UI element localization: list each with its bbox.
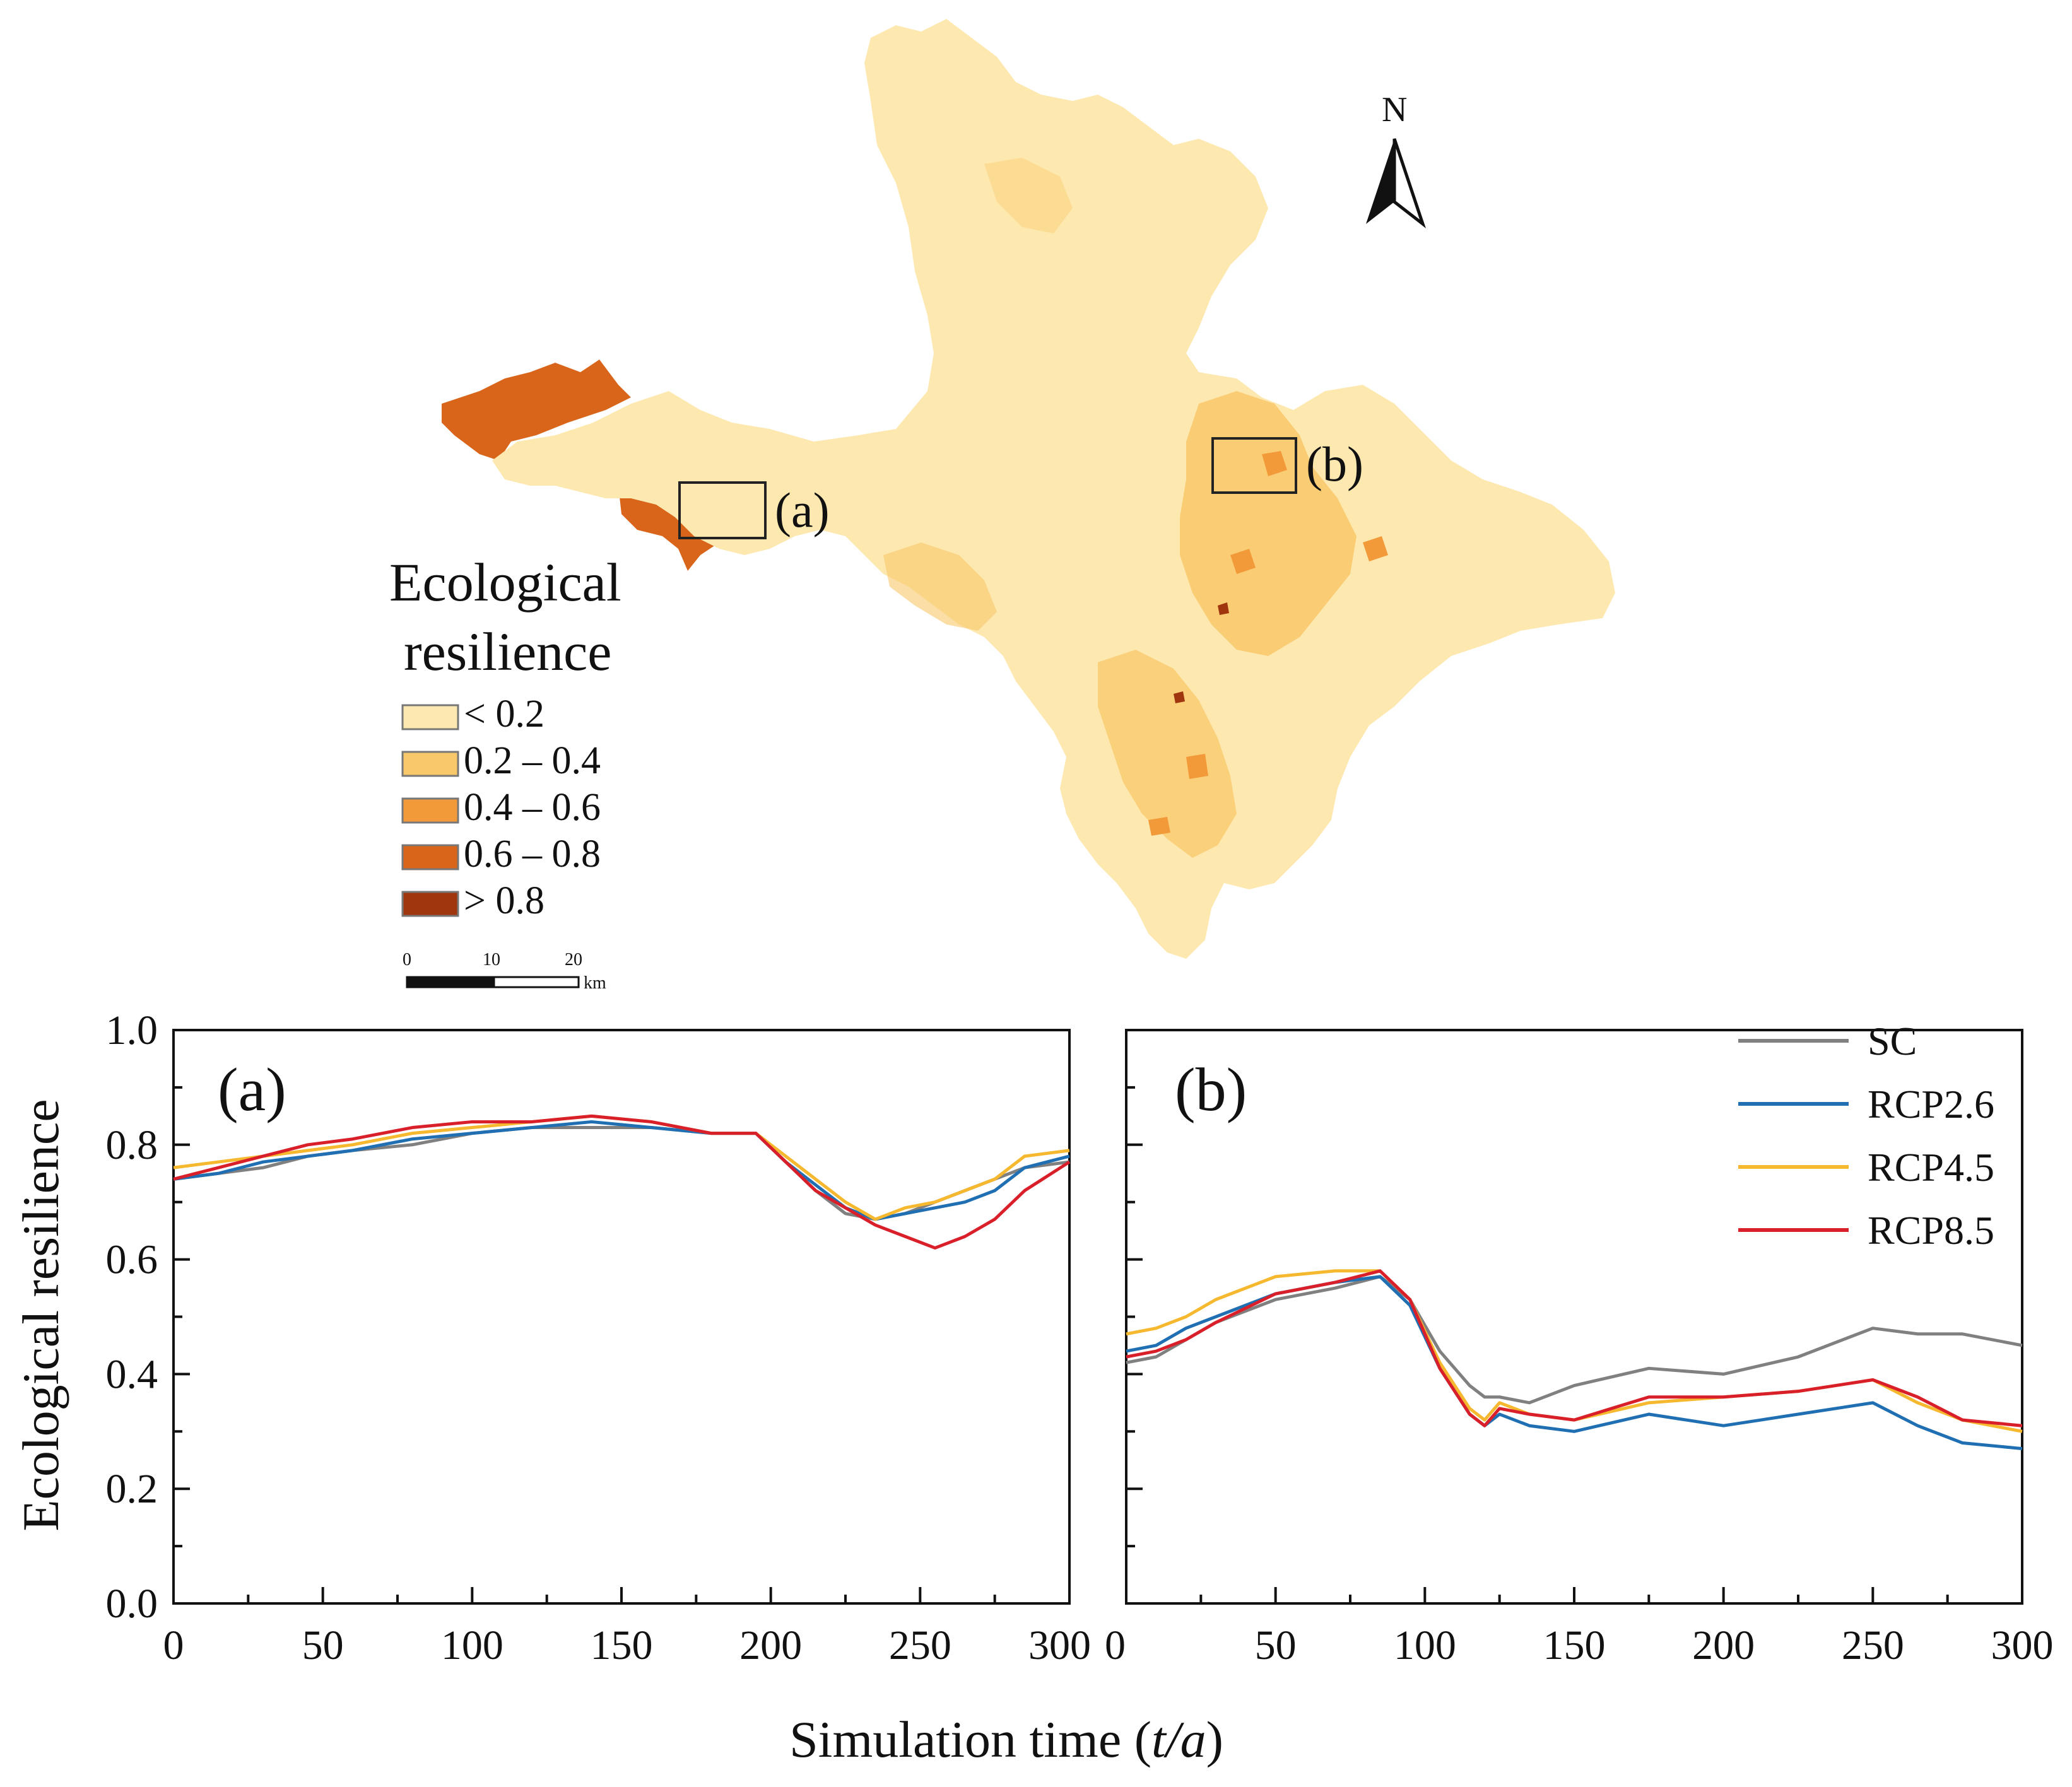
panel-a-tag: (a) xyxy=(218,1056,286,1124)
scale-bar-black-segment xyxy=(406,976,495,988)
map-medium-zone-north xyxy=(984,158,1073,233)
y-tick-label-4: 0.8 xyxy=(106,1122,158,1168)
y-tick-labels: 0.0 0.2 0.4 0.6 0.8 1.0 xyxy=(106,1007,158,1627)
scale-tick-0: 0 xyxy=(403,950,411,970)
legend-swatch-4 xyxy=(401,891,459,917)
map-western-high-zone xyxy=(442,360,631,460)
legend-swatch-2 xyxy=(401,797,459,824)
x-axis-title-prefix: Simulation time ( xyxy=(789,1711,1151,1768)
legend-label-4: > 0.8 xyxy=(464,879,544,922)
y-tick-label-2: 0.4 xyxy=(106,1351,158,1397)
y-axis-title: Ecological resilience xyxy=(12,1099,69,1531)
map-legend: Ecological resilience < 0.20.2 – 0.40.4 … xyxy=(389,552,621,922)
x-tick-label-a-5: 250 xyxy=(889,1622,951,1668)
legend-text-rcp85: RCP8.5 xyxy=(1868,1208,1994,1253)
legend-text-rcp26: RCP2.6 xyxy=(1868,1082,1994,1127)
x-tick-label-a-4: 200 xyxy=(739,1622,802,1668)
map-patch-dark-2 xyxy=(1174,691,1185,703)
x-tick-labels-b: 0 50 100 150 200 250 300 xyxy=(1105,1622,2054,1668)
x-axis-title-variable: t/a xyxy=(1151,1711,1206,1768)
legend-swatch-3 xyxy=(401,844,459,870)
x-tick-label-b-0: 0 xyxy=(1105,1622,1126,1668)
inset-box-a[interactable] xyxy=(678,481,767,539)
legend-text-rcp45: RCP4.5 xyxy=(1868,1145,1994,1190)
series-line-a-sc xyxy=(173,1126,1070,1221)
map-patch-south-2 xyxy=(1148,817,1170,836)
x-tick-label-b-4: 200 xyxy=(1692,1622,1755,1668)
x-tick-label-b-6: 300 xyxy=(1991,1622,2054,1668)
series-line-b-sc xyxy=(1126,1275,2023,1405)
x-tick-label-a-2: 100 xyxy=(441,1622,503,1668)
map-patch-dark-1 xyxy=(1218,602,1229,615)
y-tick-label-3: 0.6 xyxy=(106,1237,158,1283)
scale-bar: 0 10 20 km xyxy=(403,950,606,993)
legend-swatch-0 xyxy=(401,704,459,730)
x-tick-label-a-1: 50 xyxy=(302,1622,344,1668)
legend-label-3: 0.6 – 0.8 xyxy=(464,833,601,876)
legend-label-1: 0.2 – 0.4 xyxy=(464,739,601,782)
inset-label-a: (a) xyxy=(775,483,830,537)
legend-swatch-1 xyxy=(401,751,459,777)
legend-label-0: < 0.2 xyxy=(464,693,544,735)
series-line-b-rcp45 xyxy=(1126,1269,2023,1433)
panel-a-frame xyxy=(172,1029,1071,1605)
series-line-b-rcp85 xyxy=(1126,1269,2023,1427)
legend-classes: < 0.20.2 – 0.40.4 – 0.60.6 – 0.8> 0.8 xyxy=(401,693,601,922)
north-label: N xyxy=(1382,90,1407,129)
inset-label-b: (b) xyxy=(1306,436,1363,491)
y-tick-label-5: 1.0 xyxy=(106,1007,158,1053)
panel-a-lines xyxy=(173,1114,1071,1250)
study-area-map: (a) (b) N Ecological resilience < 0.20.2… xyxy=(389,19,1615,993)
x-tick-label-a-3: 150 xyxy=(591,1622,653,1668)
north-arrow: N xyxy=(1366,90,1426,229)
series-line-a-rcp45 xyxy=(173,1114,1070,1221)
scale-tick-20: 20 xyxy=(565,950,582,970)
x-tick-label-a-0: 0 xyxy=(163,1622,184,1668)
inset-box-b[interactable] xyxy=(1211,437,1297,494)
series-line-a-rcp85 xyxy=(173,1114,1071,1250)
legend-title-line1: Ecological xyxy=(389,552,621,612)
x-tick-label-b-3: 150 xyxy=(1543,1622,1606,1668)
map-patch-east-1 xyxy=(1262,451,1287,476)
map-medium-zone-east xyxy=(1180,391,1357,656)
legend-title-line2: resilience xyxy=(404,621,611,682)
y-tick-label-1: 0.2 xyxy=(106,1466,158,1512)
panel-b-lines xyxy=(1126,1269,2023,1451)
map-patch-south-1 xyxy=(1186,754,1208,779)
x-tick-label-b-5: 250 xyxy=(1842,1622,1904,1668)
legend-text-sc: SC xyxy=(1868,1019,1917,1063)
x-axis-title-suffix: ) xyxy=(1206,1711,1223,1768)
x-tick-labels-a: 0 50 100 150 200 250 300 xyxy=(163,1622,1092,1668)
map-medium-zone-center xyxy=(883,542,997,631)
y-tick-label-0: 0.0 xyxy=(106,1581,158,1627)
map-patch-center xyxy=(1363,536,1388,561)
scale-tick-10: 10 xyxy=(483,950,500,970)
north-arrow-left-half xyxy=(1366,139,1394,224)
map-main-body xyxy=(492,19,1615,959)
series-legend: SC RCP2.6 RCP4.5 RCP8.5 xyxy=(1738,1019,1994,1253)
panel-a-ticks xyxy=(172,1029,1071,1605)
panel-b-tag: (b) xyxy=(1175,1056,1247,1124)
x-tick-label-b-2: 100 xyxy=(1394,1622,1456,1668)
map-patch-east-2 xyxy=(1230,549,1256,574)
panel-b-ticks xyxy=(1125,1029,2023,1605)
scale-bar-white-segment xyxy=(493,976,580,988)
x-axis-title: Simulation time (t/a) xyxy=(789,1711,1223,1768)
scale-unit: km xyxy=(584,973,606,993)
x-tick-label-b-1: 50 xyxy=(1255,1622,1297,1668)
charts: 0.0 0.2 0.4 0.6 0.8 1.0 0 50 100 150 200 250 300 0 5… xyxy=(12,1007,2054,1768)
map-medium-zone-south xyxy=(1098,650,1237,858)
north-arrow-right-half xyxy=(1392,138,1426,229)
series-line-a-rcp26 xyxy=(173,1120,1070,1221)
x-tick-label-a-6: 300 xyxy=(1028,1622,1091,1668)
legend-label-2: 0.4 – 0.6 xyxy=(464,786,601,829)
